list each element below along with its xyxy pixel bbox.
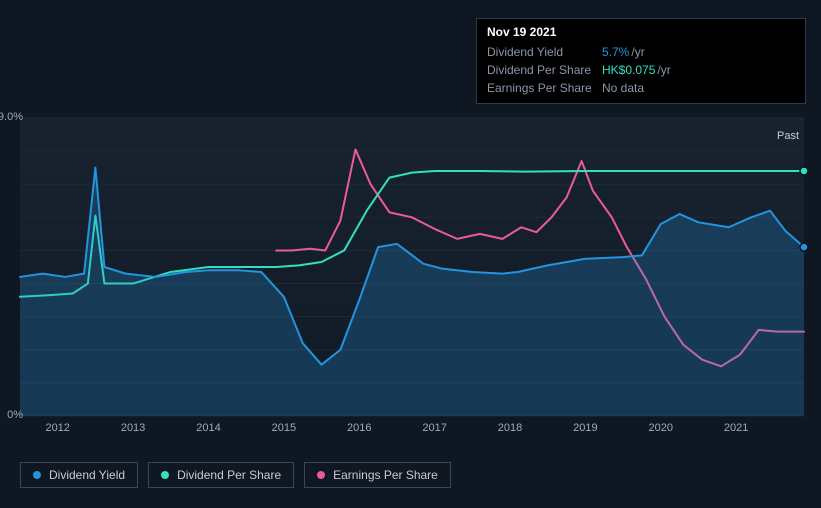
x-axis-label: 2012 [45,422,69,434]
tooltip-row-value: No data [602,81,644,95]
legend-item[interactable]: Earnings Per Share [304,462,451,488]
x-axis-label: 2021 [724,422,748,434]
legend-dot-icon [33,471,41,479]
tooltip-row-label: Dividend Per Share [487,63,602,77]
past-label: Past [777,130,799,142]
legend-item-label: Dividend Yield [49,468,125,482]
x-axis-label: 2017 [422,422,446,434]
tooltip-row-value: 5.7% [602,45,629,59]
tooltip-row-label: Earnings Per Share [487,81,602,95]
x-axis-label: 2018 [498,422,522,434]
tooltip-row-unit: /yr [631,45,644,59]
tooltip-row-unit: /yr [657,63,670,77]
legend-item[interactable]: Dividend Yield [20,462,138,488]
x-axis-label: 2016 [347,422,371,434]
tooltip-row-label: Dividend Yield [487,45,602,59]
legend-item-label: Earnings Per Share [333,468,438,482]
x-axis-label: 2015 [272,422,296,434]
x-axis-label: 2020 [649,422,673,434]
x-axis-label: 2019 [573,422,597,434]
chart-legend: Dividend Yield Dividend Per Share Earnings… [20,462,451,488]
x-axis-label: 2014 [196,422,220,434]
legend-dot-icon [317,471,325,479]
legend-item[interactable]: Dividend Per Share [148,462,294,488]
tooltip-row: Dividend Yield5.7%/yr [487,43,795,61]
legend-dot-icon [161,471,169,479]
tooltip-row-value: HK$0.075 [602,63,655,77]
legend-item-label: Dividend Per Share [177,468,281,482]
y-axis-label: 0% [0,409,23,421]
dividend-chart: 9.0% 0% 2012 2013 2014 2015 2016 2017 2018 2019 2… [0,0,821,508]
tooltip-row: Dividend Per ShareHK$0.075/yr [487,61,795,79]
chart-tooltip: Nov 19 2021 Dividend Yield5.7%/yrDividen… [476,18,806,104]
tooltip-row: Earnings Per ShareNo data [487,79,795,97]
tooltip-date: Nov 19 2021 [487,25,795,43]
x-axis-label: 2013 [121,422,145,434]
y-axis-label: 9.0% [0,111,23,123]
